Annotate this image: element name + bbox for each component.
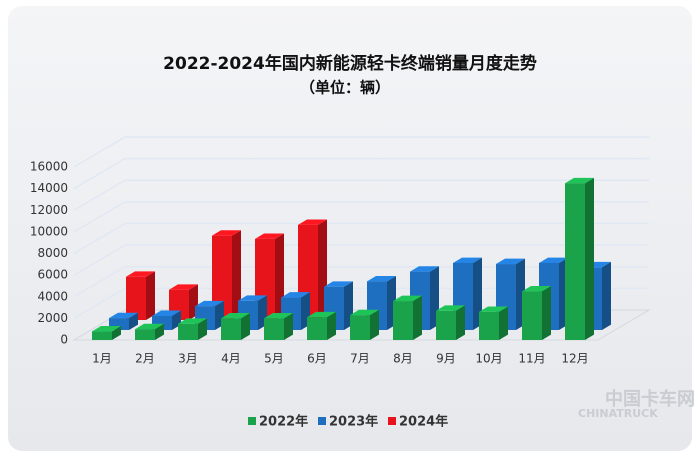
chart-title: 2022-2024年国内新能源轻卡终端销量月度走势 [163, 53, 537, 74]
bar-side [129, 312, 138, 330]
legend-swatch [318, 417, 326, 425]
bar [126, 276, 146, 320]
watermark: CHINATRUCK [578, 407, 658, 420]
grid-line [73, 136, 126, 168]
bar [212, 235, 232, 320]
x-tick-label: 5月 [264, 352, 284, 366]
x-tick-label: 1月 [92, 352, 112, 366]
bar-side [456, 305, 465, 340]
bar-top [212, 230, 241, 236]
bar-side [370, 309, 379, 340]
bar-top [178, 318, 207, 324]
bar-top [238, 295, 267, 301]
bar-side [241, 312, 250, 340]
x-tick-label: 10月 [475, 352, 502, 366]
grid-line [73, 287, 126, 320]
y-tick-label: 8000 [37, 246, 68, 260]
grid-line [73, 266, 126, 298]
bar-top [264, 312, 293, 319]
bar-top [453, 257, 482, 263]
bar-top [307, 311, 336, 318]
grid-line [73, 222, 126, 255]
legend-label: 2022年 [259, 414, 308, 430]
bar-top [479, 306, 508, 312]
x-tick-label: 7月 [350, 352, 370, 366]
bar-top [324, 281, 353, 287]
bar-side [542, 285, 551, 340]
y-tick-label: 2000 [37, 311, 68, 325]
bar-side [284, 312, 293, 340]
chart-subtitle: （单位：辆） [300, 79, 390, 97]
bar [109, 318, 129, 330]
bar-top [195, 300, 224, 307]
bar-top [350, 309, 379, 316]
y-tick-label: 12000 [30, 203, 68, 217]
bar-top [565, 177, 594, 184]
legend-swatch [248, 417, 256, 425]
bar-side [155, 323, 164, 340]
bar [221, 318, 241, 340]
x-tick-label: 8月 [393, 352, 413, 366]
bar [135, 329, 155, 340]
bar-top [109, 312, 138, 319]
grid-line [73, 244, 126, 276]
bar-side [232, 230, 241, 320]
bar-side [602, 261, 611, 330]
x-tick-label: 2月 [135, 352, 155, 366]
bar-top [221, 312, 250, 319]
bar-top [281, 292, 310, 298]
bar-top [255, 233, 284, 239]
bar-side [112, 325, 121, 340]
bar-side [413, 295, 422, 340]
legend-label: 2024年 [399, 414, 448, 430]
bar-top [410, 266, 439, 272]
bar-top [152, 310, 181, 316]
y-tick-label: 14000 [30, 181, 68, 195]
grid-line [73, 157, 126, 190]
x-tick-label: 9月 [436, 352, 456, 366]
grid-line [73, 179, 126, 211]
y-tick-label: 10000 [30, 224, 68, 238]
bar-top [298, 219, 327, 225]
legend-label: 2023年 [329, 414, 378, 430]
watermark: 中国卡车网 [605, 388, 695, 410]
y-tick-label: 4000 [37, 289, 68, 303]
bar-top [135, 323, 164, 330]
bar [565, 183, 585, 340]
bar [479, 311, 499, 340]
legend-swatch [388, 417, 396, 425]
bar [264, 318, 284, 340]
y-tick-label: 6000 [37, 268, 68, 282]
bar-top [126, 271, 155, 277]
bar [307, 317, 327, 340]
grid-line [73, 201, 126, 233]
bar-side [146, 271, 155, 320]
bar-side [198, 318, 207, 340]
bar-top [436, 305, 465, 311]
x-tick-label: 4月 [221, 352, 241, 366]
x-tick-label: 11月 [518, 352, 545, 366]
bar-top [539, 257, 568, 263]
x-tick-label: 6月 [307, 352, 327, 366]
bar-top [393, 295, 422, 302]
bar-top [522, 285, 551, 292]
bar [522, 291, 542, 340]
bar-side [499, 306, 508, 340]
bar-side [585, 177, 594, 340]
bar [92, 331, 112, 340]
x-tick-label: 3月 [178, 352, 198, 366]
bar-top [496, 258, 525, 265]
bar [393, 301, 413, 340]
bar-top [169, 284, 198, 290]
bar-side [327, 311, 336, 340]
bar-top [92, 325, 121, 332]
bar [436, 310, 456, 340]
bar-top [367, 275, 396, 282]
bar [350, 315, 370, 340]
bar [178, 323, 198, 340]
y-tick-label: 16000 [30, 160, 68, 174]
x-tick-label: 12月 [561, 352, 588, 366]
y-tick-label: 0 [60, 333, 68, 347]
